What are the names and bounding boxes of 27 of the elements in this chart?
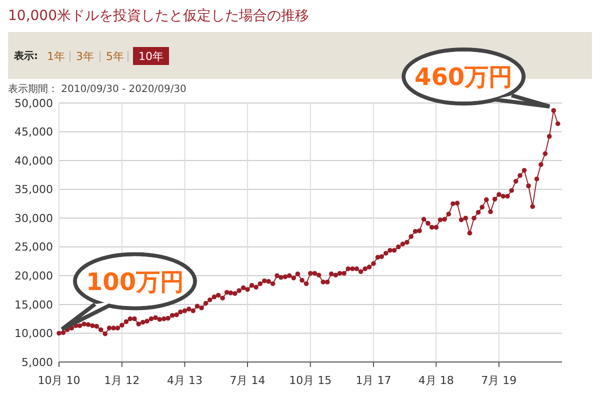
y-tick-label: 30,000 — [14, 212, 53, 225]
y-tick-label: 40,000 — [14, 154, 53, 168]
x-tick-label: 4月 18 — [418, 374, 454, 387]
x-tick-label: 7月 14 — [230, 374, 266, 387]
x-tick-label: 10月 10 — [38, 374, 80, 387]
text: 表示: — [13, 50, 38, 62]
text: 10年 — [138, 50, 164, 63]
y-tick-label: 35,000 — [14, 183, 53, 196]
x-tick-label: 7月 19 — [481, 374, 517, 387]
chart-title: 10,000米ドルを投資したと仮定した場合の推移 — [8, 8, 309, 24]
x-tick-label: 10月 15 — [289, 374, 332, 387]
chart-subtitle: 表示期間： 2010/09/30 - 2020/09/30 — [8, 83, 186, 95]
annotation: 100万円 — [86, 268, 184, 296]
annotation: 460万円 — [414, 63, 513, 92]
text: 1年 — [47, 50, 65, 63]
text: 3年 — [76, 50, 94, 63]
y-tick-label: 50,000 — [14, 96, 53, 110]
y-tick-label: 10,000 — [14, 327, 53, 340]
y-tick-label: 15,000 — [14, 298, 53, 312]
y-tick-label: 20,000 — [14, 270, 53, 283]
text: 5年 — [106, 50, 124, 63]
y-tick-label: 5,000 — [22, 356, 53, 369]
x-tick-label: 1月 17 — [356, 374, 392, 387]
y-tick-label: 25,000 — [14, 240, 53, 254]
y-tick-label: 45,000 — [14, 126, 53, 139]
x-tick-label: 4月 13 — [166, 374, 202, 387]
x-tick-label: 1月 12 — [104, 374, 140, 387]
